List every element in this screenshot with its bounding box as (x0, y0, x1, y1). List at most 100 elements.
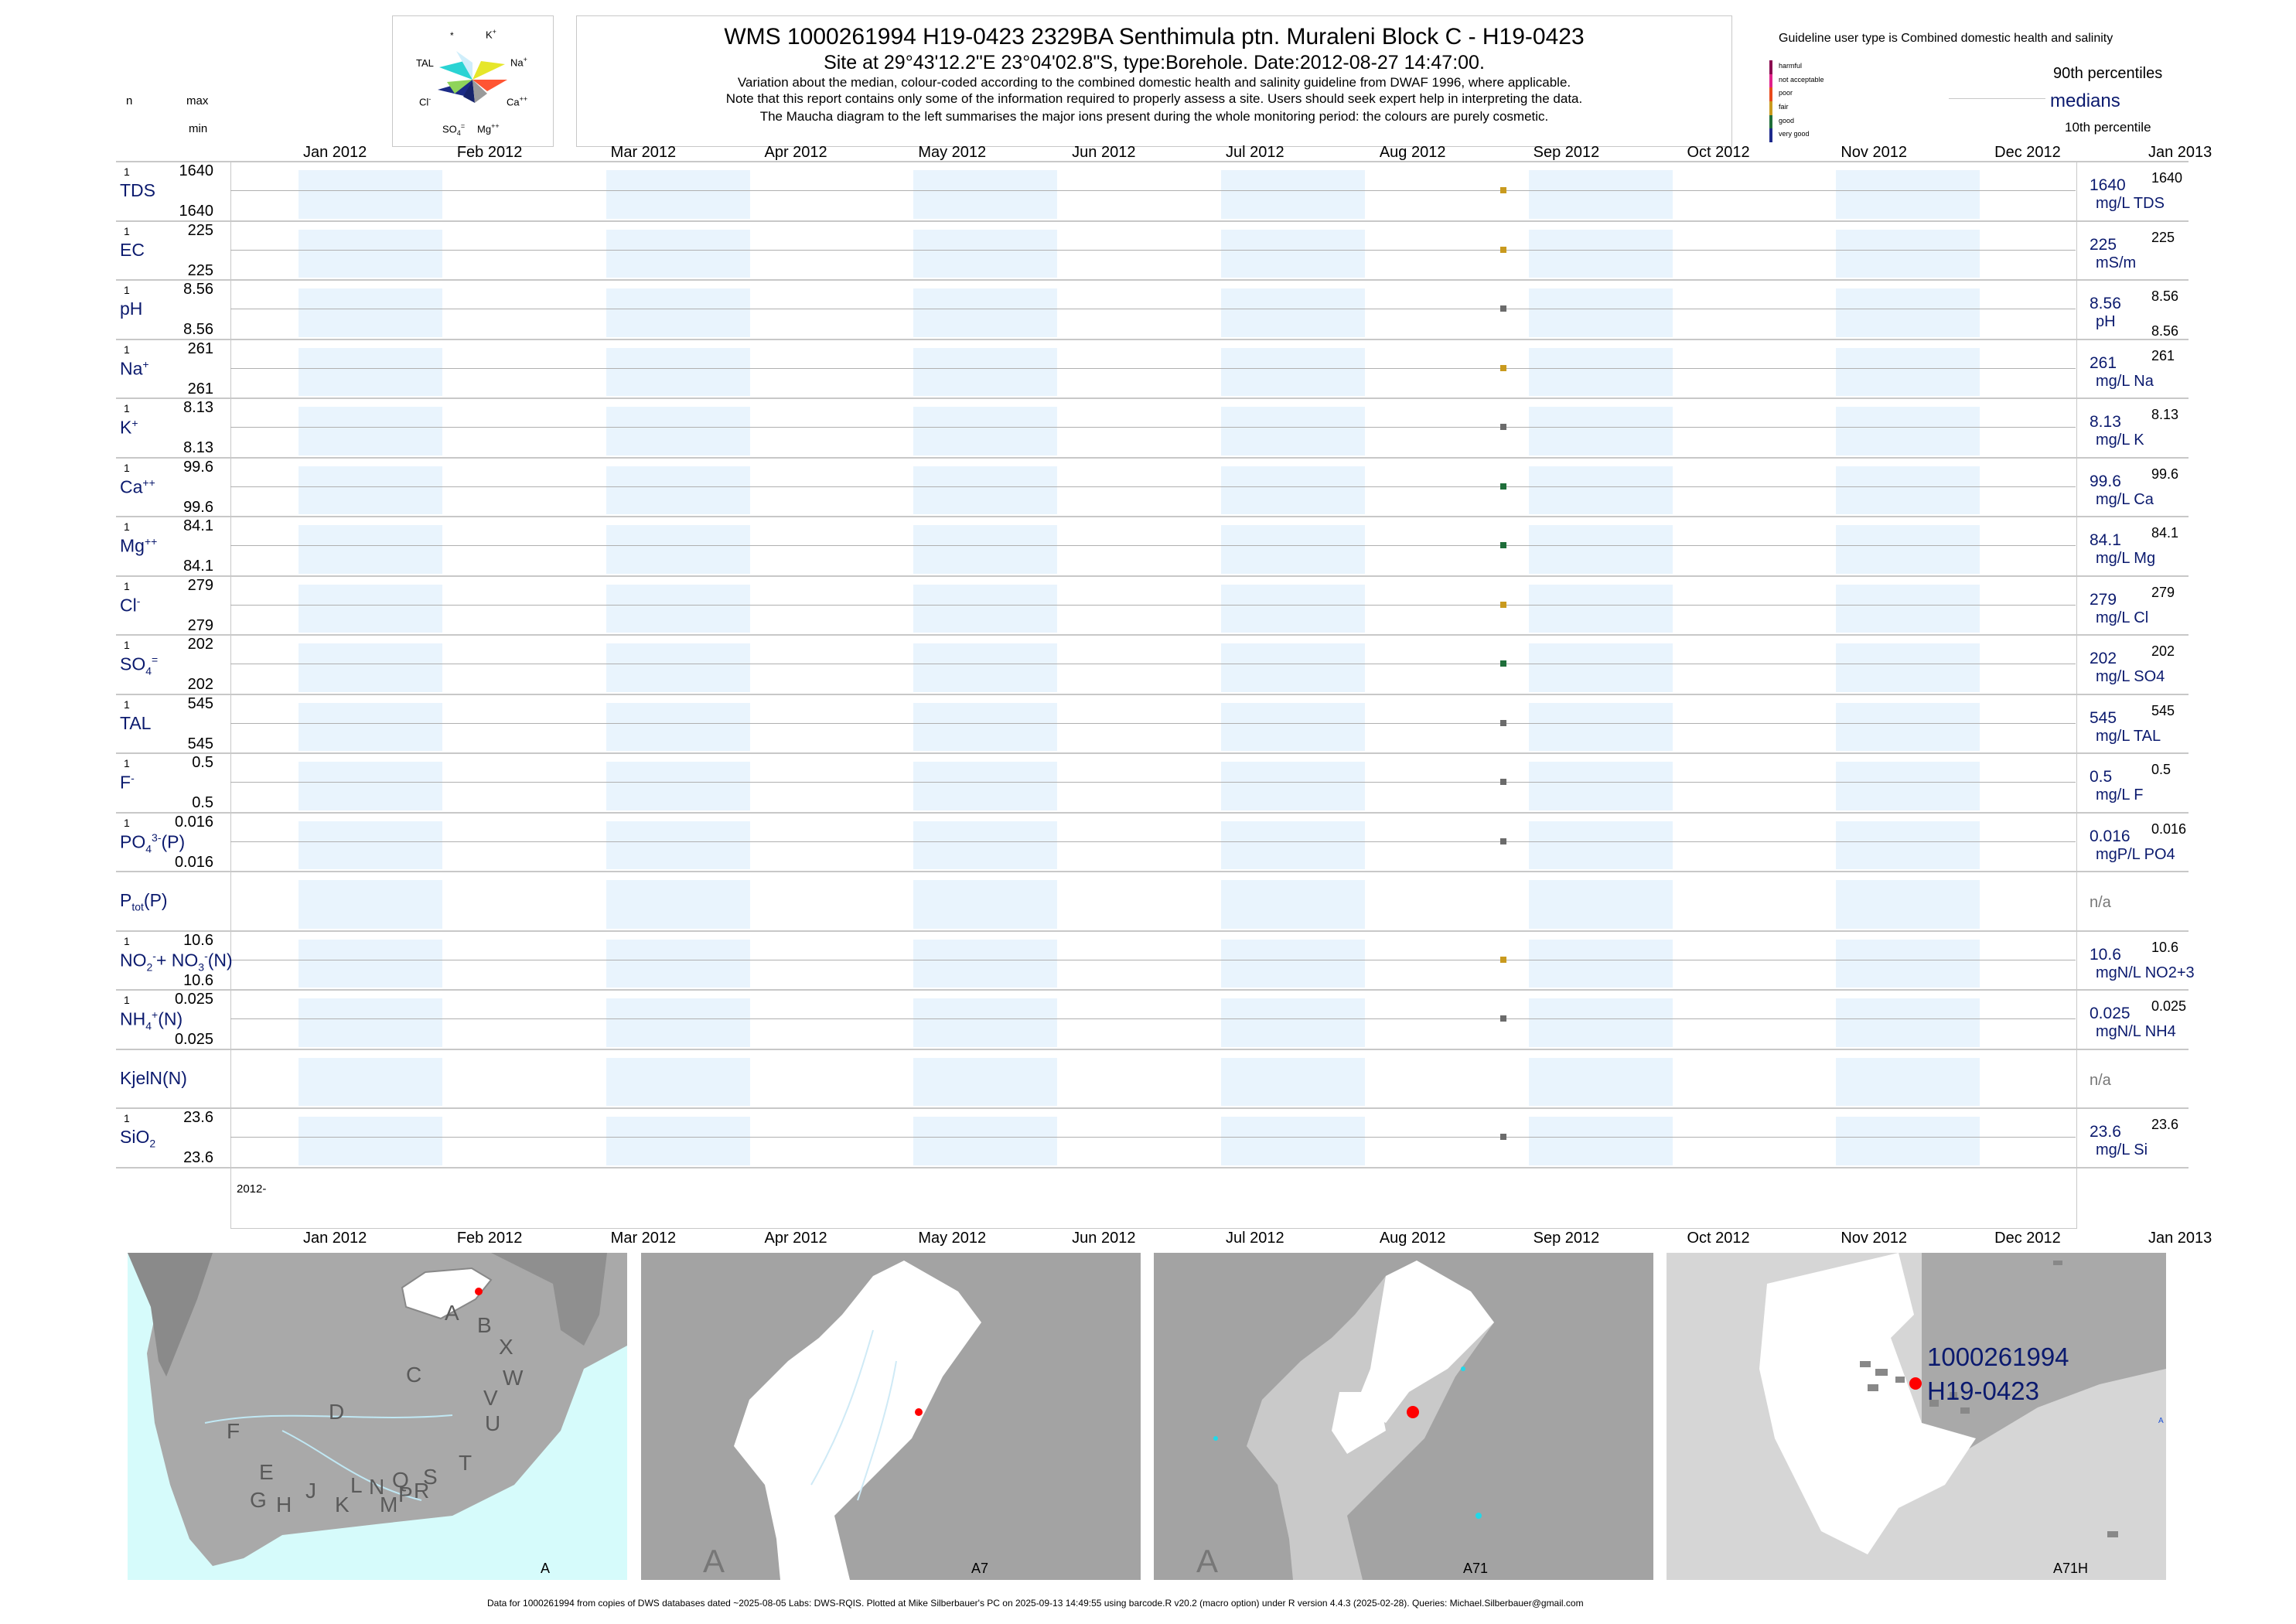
month-band (299, 702, 442, 751)
row-separator (116, 752, 2189, 754)
month-band (1528, 939, 1673, 988)
site-line: Site at 29°43'12.2"E 23°04'02.8"S, type:… (824, 52, 1485, 73)
month-band (606, 584, 750, 633)
row-name-ca: Ca++ (120, 476, 155, 497)
map-a71h: 1000261994 H19-0423 A A71H (1667, 1253, 2166, 1580)
month-band (1221, 880, 1365, 929)
row-min: 10.6 (183, 971, 213, 989)
month-band (299, 288, 442, 337)
data-point-nh (1500, 1015, 1507, 1022)
month-band (606, 939, 750, 988)
row-right-max: 8.13 (2151, 407, 2179, 422)
row-separator (116, 871, 2189, 872)
row-n: 1 (124, 639, 130, 651)
legend-swatch (1769, 60, 1772, 74)
row-unit: mg/L K (2096, 432, 2144, 449)
map-edge-label: A (2158, 1417, 2164, 1425)
row-max: 545 (187, 694, 213, 712)
month-band (913, 525, 1058, 574)
maucha-mg: Mg++ (477, 122, 500, 135)
row-median-value: 10.6 (2090, 945, 2121, 964)
data-point-na (1500, 364, 1507, 371)
month-band (913, 170, 1058, 219)
month-band (1221, 584, 1365, 633)
maucha-cl: Cl- (419, 95, 432, 108)
month-band (1836, 466, 1980, 514)
month-band (1836, 407, 1980, 455)
month-band (1221, 1117, 1365, 1165)
maucha-tal: TAL (416, 57, 434, 69)
row-right-max: 1640 (2151, 170, 2183, 186)
month-band (913, 466, 1058, 514)
month-label-bottom: Apr 2012 (764, 1229, 827, 1247)
month-label-bottom: Jan 2013 (2148, 1229, 2212, 1247)
title-box: WMS 1000261994 H19-0423 2329BA Senthimul… (576, 15, 1732, 147)
month-band (913, 702, 1058, 751)
month-label-bottom: Aug 2012 (1379, 1229, 1446, 1247)
row-max: 8.13 (183, 399, 213, 416)
data-point-so (1500, 660, 1507, 667)
row-right-max: 8.56 (2151, 288, 2179, 304)
row-n: 1 (124, 402, 130, 415)
month-band (1528, 466, 1673, 514)
row-n: 1 (124, 520, 130, 533)
row-separator (116, 693, 2189, 695)
month-band (1528, 998, 1673, 1047)
month-band (1221, 762, 1365, 810)
map-region-letter: H (276, 1493, 292, 1517)
month-band (1836, 584, 1980, 633)
row-max: 0.025 (174, 991, 213, 1008)
map-label-a7: A7 (971, 1561, 989, 1576)
month-band (1221, 702, 1365, 751)
data-point-ph (1500, 305, 1507, 312)
row-right-max: 84.1 (2151, 525, 2179, 541)
month-band (913, 1117, 1058, 1165)
data-point-no (1500, 956, 1507, 963)
legend-swatch (1769, 73, 1772, 88)
map-a71-big-letter: A (1196, 1543, 1219, 1579)
map-label-a71: A71 (1463, 1561, 1489, 1576)
month-band (1528, 1117, 1673, 1165)
maucha-ca: Ca++ (507, 95, 528, 108)
legend-categories: harmful not acceptable poor fair good very go… (1779, 60, 1887, 145)
month-band (1836, 762, 1980, 810)
row-right-max: 261 (2151, 347, 2175, 363)
month-label-top: Aug 2012 (1379, 144, 1446, 161)
month-band (1836, 1057, 1980, 1106)
month-label-bottom: Feb 2012 (456, 1229, 523, 1247)
median-line (230, 1137, 2076, 1138)
data-point-mg (1500, 542, 1507, 548)
row-unit: mg/L TDS (2096, 195, 2165, 212)
data-point-po (1500, 838, 1507, 844)
row-min: 279 (187, 616, 213, 634)
median-line (230, 1018, 2076, 1019)
row-min: 84.1 (183, 558, 213, 575)
row-max: 23.6 (183, 1109, 213, 1126)
row-unit: pH (2096, 313, 2116, 330)
month-band (1221, 288, 1365, 337)
row-separator (116, 1107, 2189, 1109)
month-band (1836, 525, 1980, 574)
row-name-ph: pH (120, 299, 143, 319)
row-right-max: 99.6 (2151, 466, 2179, 482)
data-point-cl (1500, 601, 1507, 608)
month-band (299, 407, 442, 455)
row-right-max: 0.5 (2151, 762, 2171, 777)
legend-category-label: harmful (1779, 62, 1803, 70)
row-min: 202 (187, 676, 213, 693)
data-point-ca (1500, 483, 1507, 490)
row-name-p: Ptot(P) (120, 890, 168, 913)
month-band (1221, 525, 1365, 574)
month-band (1836, 702, 1980, 751)
chart-area: Jan 2012 Jan 2012 Feb 2012 Feb 2012 Mar 2012… (116, 144, 2212, 1247)
map-region-letter: T (459, 1451, 473, 1475)
row-max: 202 (187, 636, 213, 653)
month-band (299, 998, 442, 1047)
map-region-letter: J (305, 1479, 316, 1503)
month-band (299, 643, 442, 692)
row-n: 1 (124, 757, 130, 769)
month-band (1836, 347, 1980, 396)
row-min: 545 (187, 735, 213, 752)
row-n: 1 (124, 816, 130, 829)
median-line (230, 782, 2076, 783)
